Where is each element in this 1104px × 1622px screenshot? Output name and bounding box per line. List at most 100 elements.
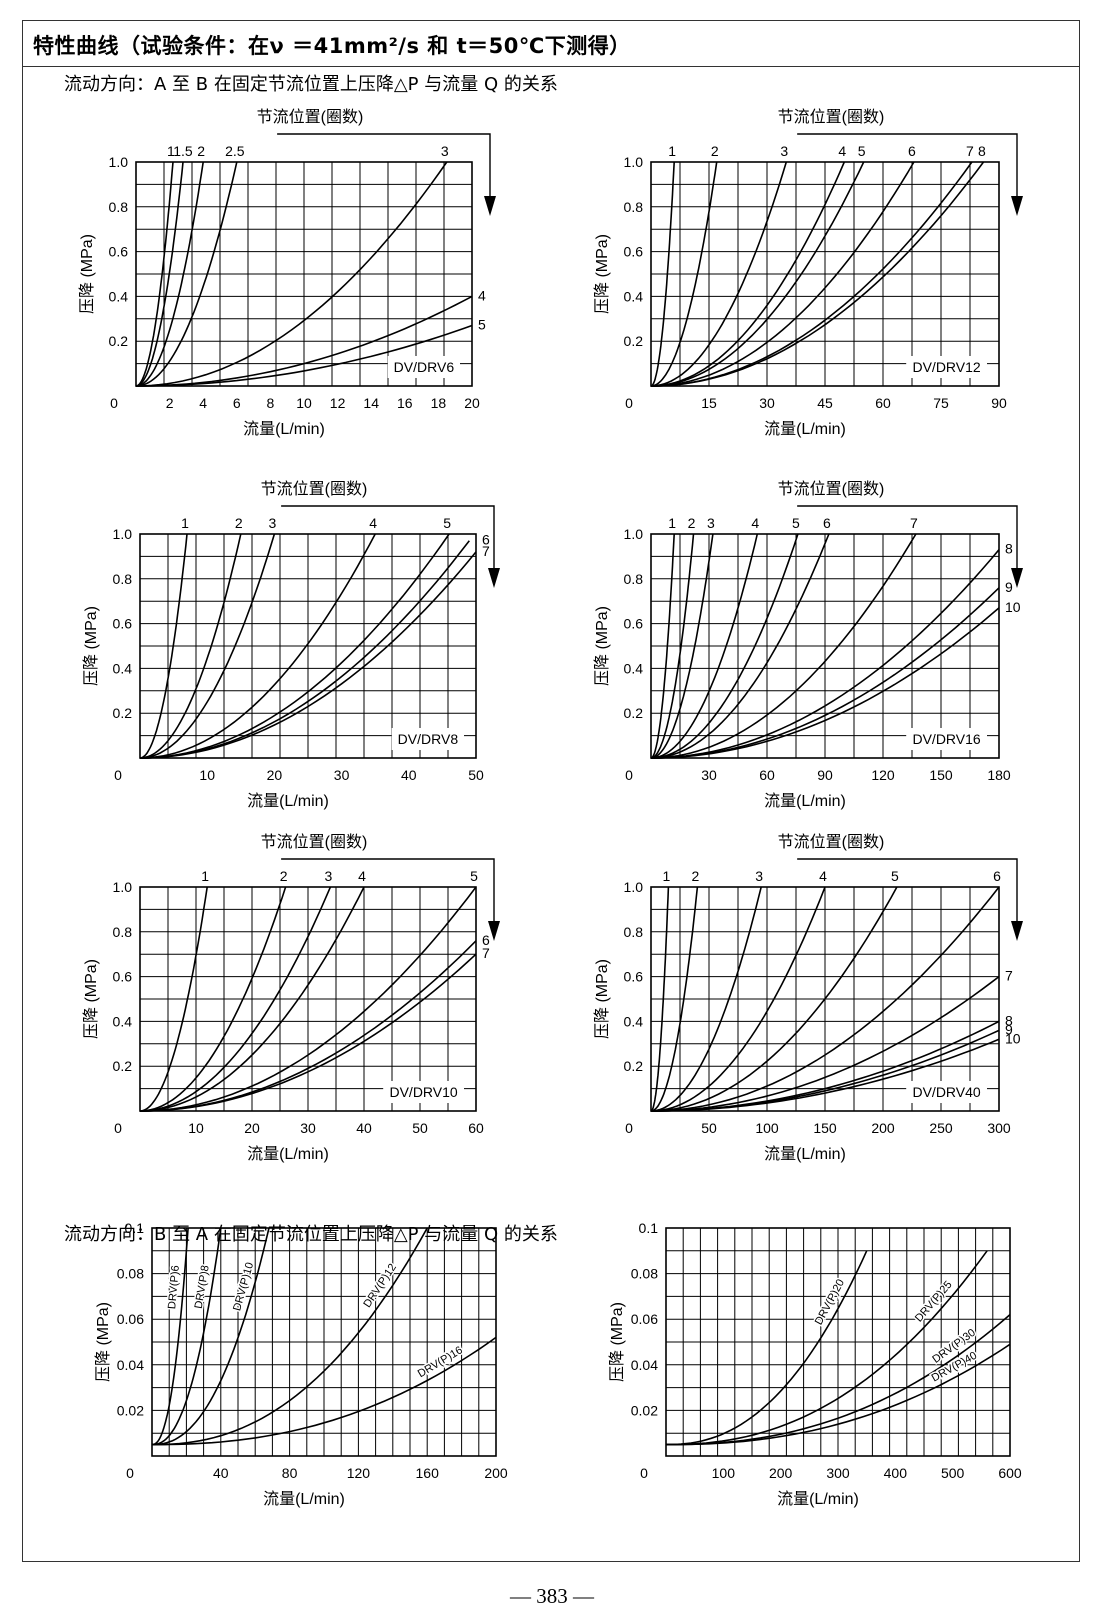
series-label-3: 3 [755,868,763,884]
series-group [135,161,473,387]
x-axis-label: 流量(L/min) [247,792,329,810]
series-label-2: 2 [197,143,205,159]
series-line-1 [650,886,670,1112]
x-tick-label: 75 [933,395,949,411]
y-tick-label: 0.2 [113,1058,133,1074]
y-tick-label: 0.6 [624,969,644,985]
y-tick-label: 0.6 [113,616,133,632]
x-tick-label: 100 [755,1120,779,1136]
series-line-1 [650,533,675,759]
series-label-4: 4 [819,868,827,884]
series-group [650,161,985,387]
series-label-4: 4 [369,515,377,531]
series-line-drv-p-20 [666,1250,868,1446]
y-tick-label: 0.04 [117,1357,144,1373]
x-tick-label: 14 [363,395,379,411]
series-label-3: 3 [441,143,449,159]
y-axis-label: 压降 (MPa) [593,959,611,1039]
x-tick-label: 150 [813,1120,837,1136]
chart-dv-drv16: 0 30 60 90 120 150 180 0.2 0.4 0.6 0.8 1.0 流量(L/min)… [593,480,1023,810]
x-tick-label: 0 [126,1465,134,1481]
series-label-1-5: 1.5 [173,143,193,159]
y-tick-label: 0.2 [624,333,644,349]
series-line-7 [139,551,477,759]
y-tick-label: 0.04 [631,1357,658,1373]
x-tick-label: 600 [998,1465,1022,1481]
y-tick-label: 0.8 [113,924,133,940]
series-label-6: 6 [823,515,831,531]
model-tag: DV/DRV16 [912,731,980,747]
series-line-6 [650,886,1000,1112]
series-line-1 [139,533,188,759]
series-label-9: 9 [1005,1021,1013,1037]
chart-title: 节流位置(圈数) [778,108,885,126]
series-label-7: 7 [910,515,918,531]
series-label-8: 8 [1005,541,1013,557]
series-label-3: 3 [707,515,715,531]
series-label-2-5: 2.5 [225,143,245,159]
series-label-8: 8 [978,143,986,159]
y-tick-label: 0.2 [109,333,129,349]
plot-border [139,886,477,1112]
y-tick-label: 0.06 [117,1311,144,1327]
series-label-5: 5 [858,143,866,159]
y-tick-label: 0.02 [631,1402,658,1418]
y-axis-label: 压降 (MPa) [94,1302,112,1382]
series-line-1 [139,886,208,1112]
series-label-5: 5 [478,317,486,333]
series-label-7: 7 [1005,968,1013,984]
series-label-3: 3 [325,868,333,884]
y-axis-label: 压降 (MPa) [593,234,611,314]
y-tick-label: 0.2 [624,1058,644,1074]
order-arrow-line [797,505,1018,578]
y-tick-label: 0.4 [109,288,129,304]
plot-border [151,1227,497,1457]
x-axis-label: 流量(L/min) [764,792,846,810]
title-bar: 特性曲线（试验条件：在ν ＝41mm²/s 和 t＝50℃下测得） [23,21,1079,67]
x-tick-label: 40 [213,1465,229,1481]
model-tag-bg [387,356,460,378]
series-label-drv-p-10: DRV(P)10 [231,1261,256,1312]
y-tick-label: 0.4 [624,660,644,676]
x-axis-label: 流量(L/min) [247,1145,329,1163]
x-tick-label: 60 [759,767,775,783]
y-tick-label: 0.06 [631,1311,658,1327]
series-line-4 [650,161,846,387]
x-axis-label: 流量(L/min) [764,1145,846,1163]
series-line-2 [650,533,695,759]
series-label-1: 1 [201,868,209,884]
series-line-6 [650,533,830,759]
series-label-5: 5 [470,868,478,884]
y-tick-label: 0.8 [624,571,644,587]
x-tick-label: 50 [701,1120,717,1136]
x-tick-label: 50 [468,767,484,783]
model-tag: DV/DRV12 [912,359,980,375]
series-line-5 [136,324,473,387]
y-axis-label: 压降 (MPa) [82,959,100,1039]
series-line-2 [135,161,204,387]
series-label-1: 1 [181,515,189,531]
model-tag-bg [906,728,987,750]
model-tag: DV/DRV40 [912,1084,980,1100]
series-label-6: 6 [993,868,1001,884]
series-line-8 [650,161,985,387]
x-tick-label: 30 [300,1120,316,1136]
order-arrow-head [1011,196,1023,216]
series-label-1: 1 [167,143,175,159]
model-tag-bg [906,356,987,378]
series-label-4: 4 [751,515,759,531]
chart-dv-drv12: 0 15 30 45 60 75 900.20.40.60.81.0流量(L/min)压降 … [593,108,1023,438]
x-tick-label: 0 [625,395,633,411]
x-tick-label: 200 [769,1465,793,1481]
model-tag: DV/DRV10 [389,1084,457,1100]
x-tick-label: 200 [871,1120,895,1136]
order-arrow-head [1011,568,1023,588]
model-tag-bg [906,1081,987,1103]
series-line-5 [650,533,799,759]
series-line-1 [650,161,675,387]
series-line-4 [650,886,826,1112]
series-line-7 [650,975,1000,1112]
series-line-3 [139,886,332,1112]
chart-dv-drv40: 0 50 100 150 200 250 300 0.2 0.4 0.6 0.8 1.0 流量(L/mi… [593,833,1023,1163]
series-label-2: 2 [280,868,288,884]
